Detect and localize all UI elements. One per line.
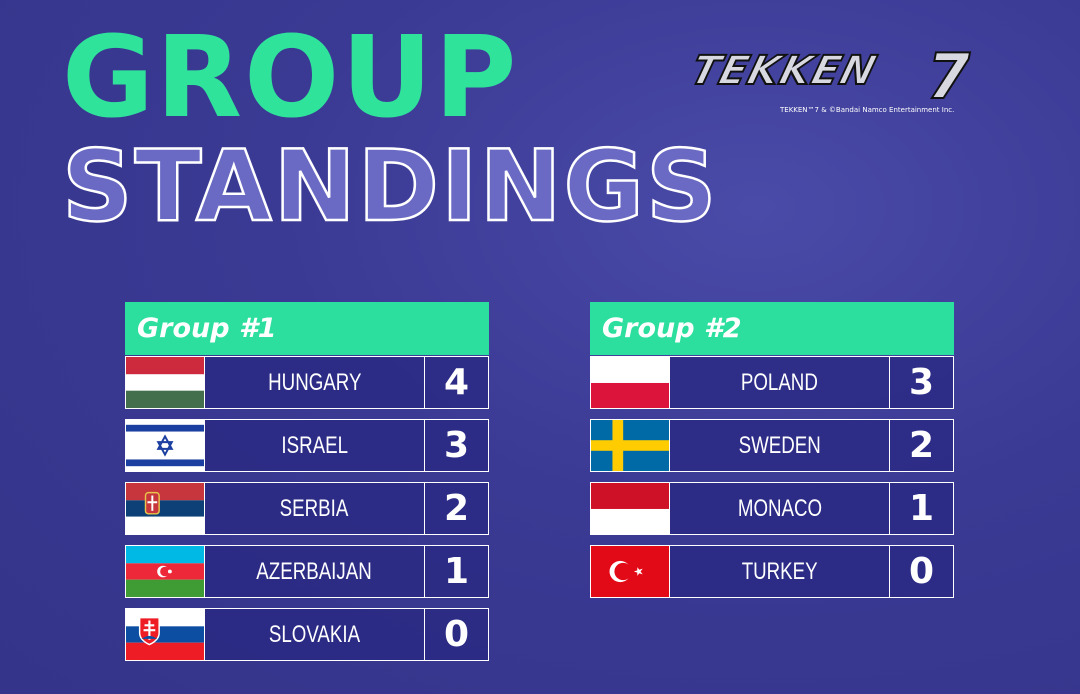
group-header: Group #2 bbox=[590, 302, 954, 355]
country-name: SWEDEN bbox=[670, 419, 890, 472]
title-group: GROUP bbox=[62, 13, 519, 143]
country-label: SLOVAKIA bbox=[268, 621, 361, 648]
country-label: AZERBAIJAN bbox=[256, 558, 373, 585]
table-row: SWEDEN 2 bbox=[590, 419, 954, 472]
slovakia-flag-icon bbox=[125, 608, 205, 661]
country-label: SWEDEN bbox=[738, 432, 821, 459]
group-1-table: Group #1 HUNGARY 4 ISRAEL 3 SERBIA 2 AZE… bbox=[125, 302, 489, 671]
country-label: POLAND bbox=[740, 369, 818, 396]
country-label: TURKEY bbox=[741, 558, 818, 585]
score: 1 bbox=[425, 545, 489, 598]
country-name: SLOVAKIA bbox=[205, 608, 425, 661]
country-label: MONACO bbox=[737, 495, 822, 522]
country-name: ISRAEL bbox=[205, 419, 425, 472]
title-standings: STANDINGS bbox=[61, 130, 719, 244]
country-name: SERBIA bbox=[205, 482, 425, 535]
country-label: SERBIA bbox=[280, 495, 349, 522]
table-row: MONACO 1 bbox=[590, 482, 954, 535]
monaco-flag-icon bbox=[590, 482, 670, 535]
table-row: AZERBAIJAN 1 bbox=[125, 545, 489, 598]
country-name: AZERBAIJAN bbox=[205, 545, 425, 598]
israel-flag-icon bbox=[125, 419, 205, 472]
table-row: SERBIA 2 bbox=[125, 482, 489, 535]
country-name: HUNGARY bbox=[205, 356, 425, 409]
table-row: ISRAEL 3 bbox=[125, 419, 489, 472]
table-row: POLAND 3 bbox=[590, 356, 954, 409]
score: 3 bbox=[425, 419, 489, 472]
country-label: HUNGARY bbox=[267, 369, 362, 396]
table-row: TURKEY 0 bbox=[590, 545, 954, 598]
tekken-logo: TEKKEN 7 TEKKEN™7 & ©Bandai Namco Entert… bbox=[685, 39, 1004, 118]
score: 2 bbox=[425, 482, 489, 535]
score: 0 bbox=[425, 608, 489, 661]
poland-flag-icon bbox=[590, 356, 670, 409]
hungary-flag-icon bbox=[125, 356, 205, 409]
logo-number: 7 bbox=[926, 39, 971, 114]
turkey-flag-icon bbox=[590, 545, 670, 598]
serbia-flag-icon bbox=[125, 482, 205, 535]
score: 0 bbox=[890, 545, 954, 598]
group-header: Group #1 bbox=[125, 302, 489, 355]
score: 2 bbox=[890, 419, 954, 472]
table-row: HUNGARY 4 bbox=[125, 356, 489, 409]
table-row: SLOVAKIA 0 bbox=[125, 608, 489, 661]
score: 4 bbox=[425, 356, 489, 409]
sweden-flag-icon bbox=[590, 419, 670, 472]
group-2-table: Group #2 POLAND 3 SWEDEN 2 MONACO 1 TURK… bbox=[590, 302, 954, 608]
azerbaijan-flag-icon bbox=[125, 545, 205, 598]
country-label: ISRAEL bbox=[281, 432, 348, 459]
copyright: TEKKEN™7 & ©Bandai Namco Entertainment I… bbox=[780, 106, 955, 114]
country-name: TURKEY bbox=[670, 545, 890, 598]
score: 1 bbox=[890, 482, 954, 535]
country-name: MONACO bbox=[670, 482, 890, 535]
country-name: POLAND bbox=[670, 356, 890, 409]
score: 3 bbox=[890, 356, 954, 409]
